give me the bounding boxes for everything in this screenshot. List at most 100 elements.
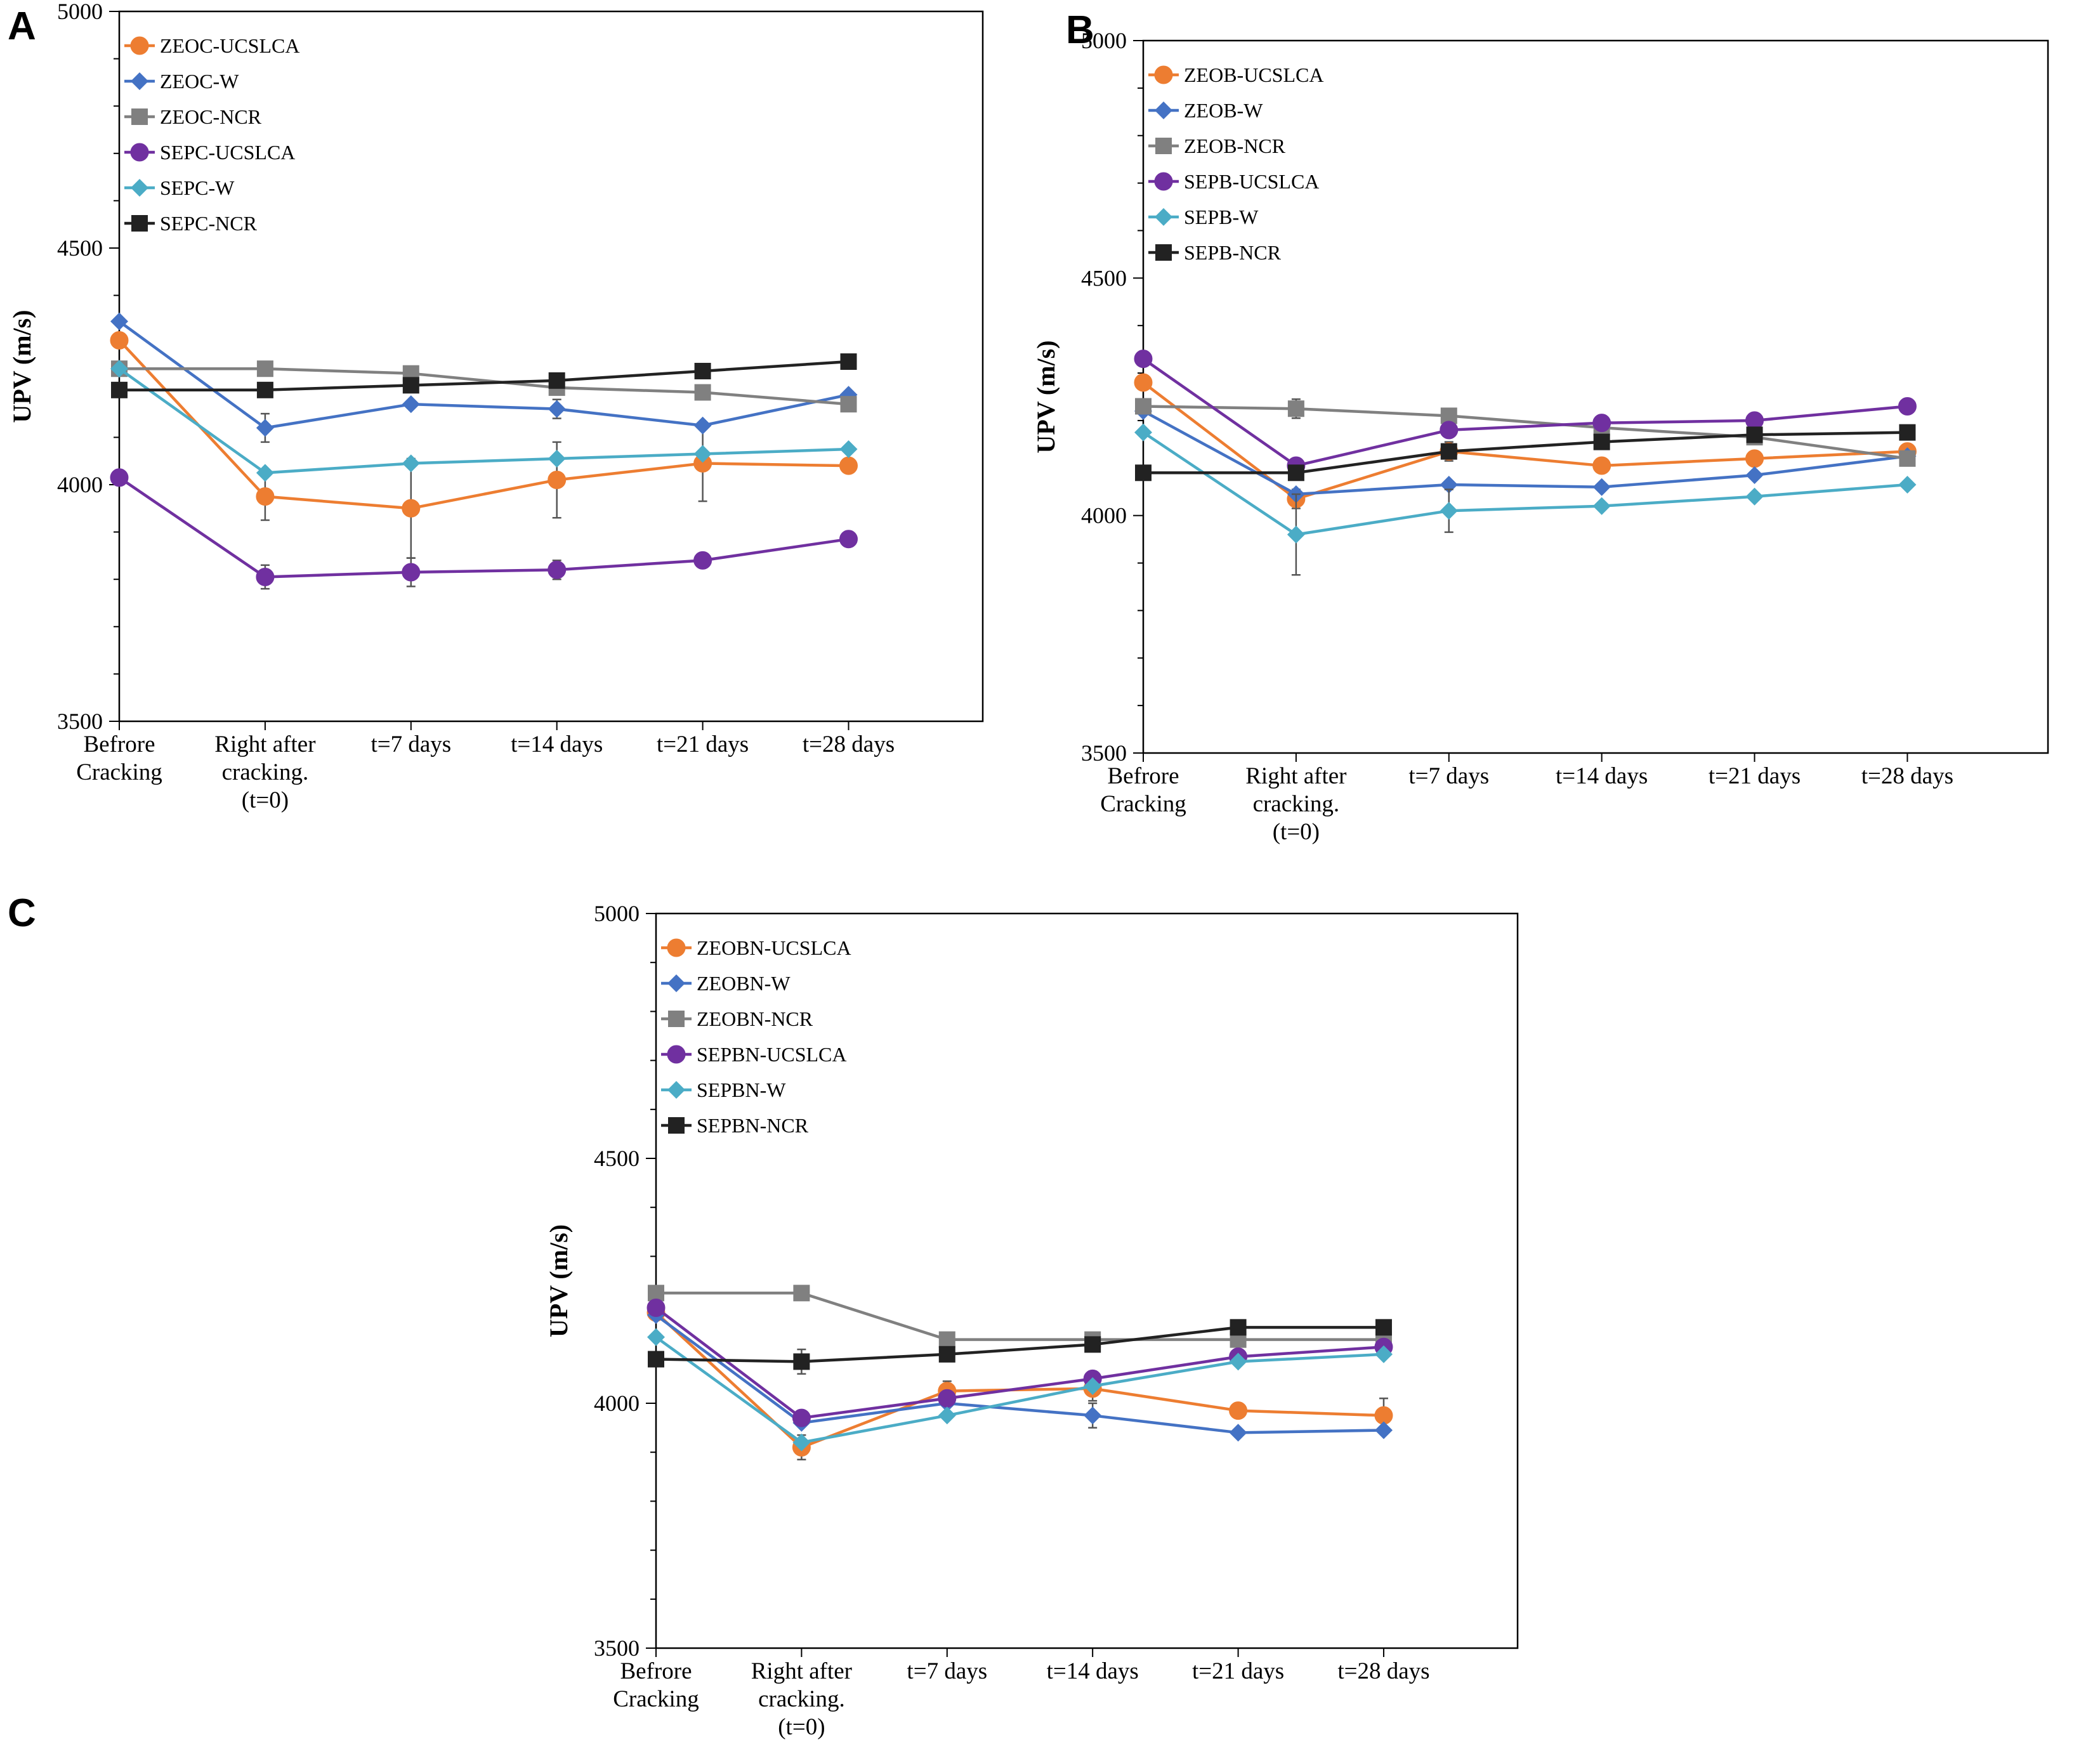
x-tick-label: Befrore Cracking <box>1100 763 1186 817</box>
series-line <box>655 1311 1384 1449</box>
data-point <box>548 471 567 490</box>
y-tick-label: 4500 <box>57 235 103 261</box>
data-point <box>938 1389 957 1408</box>
legend-marker <box>667 938 686 957</box>
x-tick-label: Befrore Cracking <box>76 731 162 785</box>
series-line <box>1142 357 1908 468</box>
x-tick-label-line: t=14 days <box>1047 1658 1139 1684</box>
x-tick-label-line: Cracking <box>76 759 162 785</box>
x-tick-label-line: t=21 days <box>657 731 749 757</box>
data-point <box>548 400 566 418</box>
series-sepc-ucslca <box>110 468 858 590</box>
x-tick-label-line: Befrore <box>1108 763 1179 789</box>
x-tick-label-line: Befrore <box>84 731 155 757</box>
data-point <box>1135 464 1152 481</box>
x-tick-label: t=21 days <box>1192 1658 1284 1684</box>
x-tick-label: t=7 days <box>1408 763 1489 789</box>
data-point <box>110 331 129 350</box>
legend-marker <box>1154 65 1173 84</box>
legend-label: SEPC-UCSLCA <box>160 141 295 164</box>
series-sepbn-w <box>647 1328 1393 1451</box>
plot-frame <box>655 912 1519 1649</box>
panel-label: B <box>1066 8 1094 52</box>
panel-c: C 3500 4000 4500 5000 Befrore Cracking Right af… <box>8 891 1519 1740</box>
data-point <box>938 1346 955 1363</box>
legend-marker <box>130 143 149 162</box>
data-point <box>1745 466 1764 485</box>
legend-marker <box>130 36 149 55</box>
x-tick-label-line: t=7 days <box>1408 763 1489 789</box>
data-point <box>402 395 420 414</box>
data-point <box>1745 487 1764 506</box>
series-line <box>118 476 849 579</box>
data-point <box>840 396 857 413</box>
legend-marker <box>131 215 148 232</box>
legend-marker <box>1155 244 1172 261</box>
data-point <box>693 551 712 570</box>
data-point <box>1440 443 1457 460</box>
x-tick-label-line: (t=0) <box>778 1714 825 1740</box>
plot-frame <box>1142 39 2049 754</box>
legend-marker <box>131 179 148 197</box>
legend-label: ZEOC-W <box>160 70 239 93</box>
x-tick-label-line: cracking. <box>222 759 309 785</box>
data-point <box>1374 1421 1393 1439</box>
x-tick-label-line: Cracking <box>613 1686 699 1712</box>
legend-marker <box>1155 138 1172 154</box>
series-line <box>655 1314 1384 1434</box>
y-tick-label: 5000 <box>594 901 640 926</box>
data-point <box>1229 1353 1247 1371</box>
x-tick-label: t=14 days <box>511 731 603 757</box>
series-line <box>119 367 849 406</box>
x-tick-label: Right after cracking. (t=0) <box>214 731 315 813</box>
y-tick-label: 5000 <box>1081 28 1127 53</box>
series-sepb-ncr <box>1135 424 1916 481</box>
data-point <box>1746 426 1763 443</box>
legend-label: ZEOB-UCSLCA <box>1184 63 1323 86</box>
legend-label: ZEOBN-W <box>697 972 791 995</box>
x-tick-label: t=28 days <box>1861 763 1953 789</box>
y-tick-label: 4000 <box>57 472 103 497</box>
series-line <box>1142 431 1908 536</box>
series-sepc-w <box>110 360 858 482</box>
data-point <box>256 419 274 437</box>
series-zeoc-ucslca <box>110 331 858 559</box>
data-point <box>1084 1406 1102 1425</box>
data-point <box>1592 478 1611 496</box>
legend-label: SEPB-NCR <box>1184 241 1282 264</box>
legend-label: ZEOB-W <box>1184 99 1263 122</box>
data-point <box>256 381 273 398</box>
data-point <box>1374 1345 1393 1363</box>
data-point <box>256 487 275 506</box>
series-line <box>118 339 849 510</box>
legend-marker <box>668 1117 685 1134</box>
series-line <box>1143 431 1908 475</box>
data-point <box>1084 1377 1102 1395</box>
data-point <box>1593 433 1610 450</box>
data-point <box>1134 423 1152 442</box>
x-tick-label: Befrore Cracking <box>613 1658 699 1712</box>
data-point <box>793 1285 810 1302</box>
x-tick-label-line: t=14 days <box>1556 763 1648 789</box>
legend-marker <box>667 1081 685 1099</box>
series-zeoc-w <box>110 312 858 443</box>
series-line <box>119 360 849 392</box>
data-point <box>110 312 128 331</box>
data-point <box>646 1298 666 1317</box>
x-tick-label: Right after cracking. (t=0) <box>1245 763 1346 845</box>
data-point <box>111 381 128 398</box>
data-point <box>793 1353 810 1370</box>
y-axis-title: UPV (m/s) <box>544 1224 573 1337</box>
series-line <box>655 1335 1384 1444</box>
data-point <box>648 1351 664 1368</box>
y-tick-label: 3500 <box>1081 740 1127 766</box>
panel-label: A <box>8 4 36 48</box>
data-point <box>1745 449 1764 468</box>
data-point <box>839 440 858 459</box>
series-sepb-w <box>1134 423 1917 576</box>
data-point <box>839 530 858 549</box>
data-point <box>840 353 857 370</box>
data-point <box>1592 456 1611 475</box>
legend-label: SEPB-UCSLCA <box>1184 170 1319 193</box>
y-axis-title: UPV (m/s) <box>8 310 36 423</box>
